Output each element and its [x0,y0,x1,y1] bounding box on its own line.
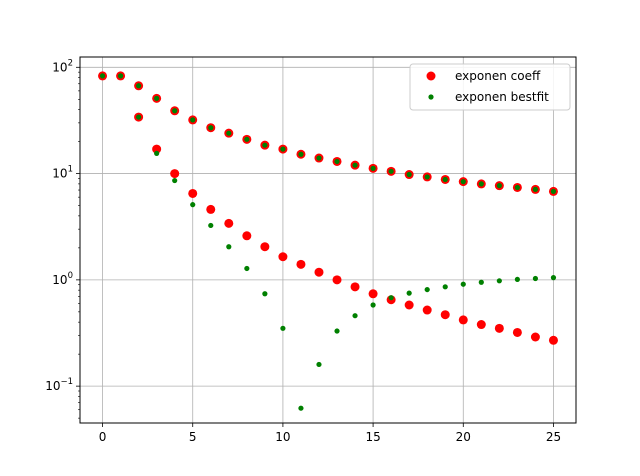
y-tick-label: 10−1 [45,377,73,393]
data-point [532,186,539,192]
data-point [154,150,160,156]
x-tick-label: 25 [546,430,561,444]
data-point [424,286,430,293]
data-point [298,405,304,411]
data-point [532,275,539,282]
data-point [136,114,142,120]
data-point [424,174,430,180]
data-point [296,259,306,269]
data-point [188,188,198,198]
data-point [316,155,322,161]
data-point [260,242,270,252]
data-point [298,151,304,157]
legend-marker [426,71,436,81]
y-tick-label: 100 [52,271,73,287]
data-point [478,279,484,285]
data-point [316,361,322,368]
data-point [478,181,484,187]
data-point [496,278,502,284]
data-point [460,281,466,287]
legend: exponen coeff exponen bestfit [409,63,571,111]
data-point [226,244,232,250]
data-point [496,183,502,189]
y-tick-label: 101 [52,165,73,181]
x-tick-label: 20 [456,430,471,444]
data-point [514,184,520,191]
data-point [406,171,412,178]
data-point [352,313,358,319]
series-exponen-bestfit [99,73,557,411]
legend-marker [428,94,434,100]
x-tick-label: 5 [189,430,197,444]
x-tick-label: 0 [99,430,107,444]
data-point [242,231,252,241]
axis-ticks: 0 5 10 15 20 25 10−1 100 101 102 [45,58,561,444]
legend-label: exponen bestfit [455,90,549,104]
data-point [170,169,180,179]
data-point [512,327,522,337]
data-point [368,289,378,299]
data-point [548,335,558,345]
data-point [278,252,288,262]
x-tick-label: 10 [275,430,290,444]
data-point [172,108,178,114]
data-point [440,310,450,320]
data-point [99,73,106,79]
data-point [514,276,520,283]
data-point [370,165,376,171]
data-point [388,168,394,174]
data-point [208,125,214,131]
data-point [334,328,340,334]
data-point [550,188,557,194]
y-tick-label: 102 [52,58,73,74]
data-point [154,95,160,101]
data-point [224,218,234,228]
data-point [262,142,268,148]
data-point [494,323,504,333]
data-point [136,83,142,89]
series-exponen-coeff [98,71,558,345]
data-point [206,204,216,214]
data-point [476,320,486,330]
data-point [190,202,196,208]
data-point [442,284,448,290]
data-point [280,146,286,152]
data-points [98,71,558,411]
data-point [550,275,557,281]
data-point [244,136,250,142]
data-point [314,267,324,277]
data-point [530,332,540,342]
data-point [152,144,162,154]
data-point [460,179,466,185]
legend-box [409,63,571,111]
data-point [334,158,340,165]
data-point [262,291,268,297]
data-point [370,302,376,308]
data-point [172,177,178,184]
legend-label: exponen coeff [455,69,541,83]
data-point [208,222,214,229]
plot-area-frame [79,56,577,424]
data-point [226,130,232,136]
data-point [350,282,360,292]
data-point [422,305,432,315]
data-point [404,300,414,310]
data-point [332,275,342,285]
data-point [406,290,412,296]
data-point [117,73,124,79]
data-point [352,162,358,168]
data-point [190,117,196,123]
x-tick-label: 15 [365,430,380,444]
data-point [280,325,286,331]
data-point [388,295,394,301]
data-point [458,315,468,325]
data-point [244,265,250,272]
data-point [442,176,448,183]
